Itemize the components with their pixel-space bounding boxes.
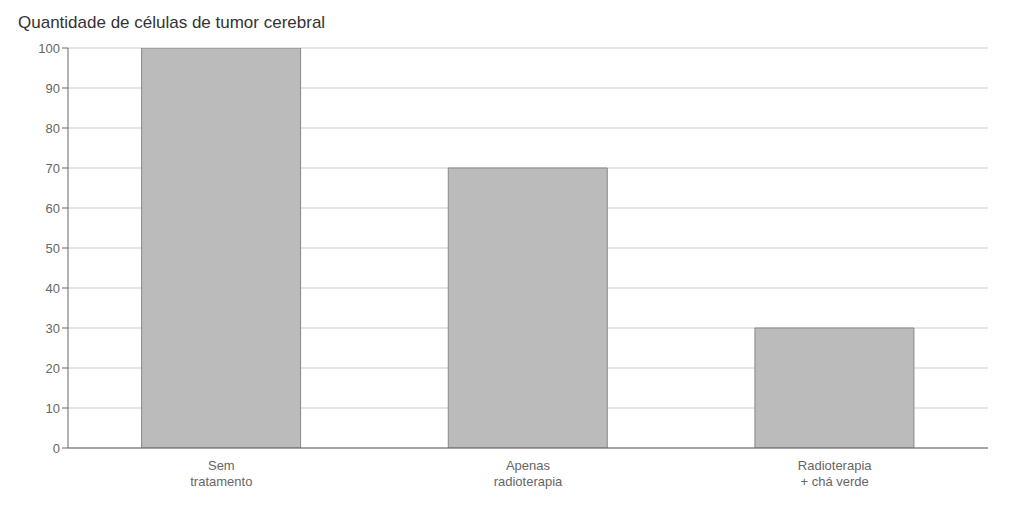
svg-text:30: 30 [46,321,60,336]
svg-text:Apenasradioterapia: Apenasradioterapia [494,458,563,489]
svg-text:60: 60 [46,201,60,216]
svg-text:70: 70 [46,161,60,176]
svg-text:10: 10 [46,401,60,416]
svg-text:0: 0 [53,441,60,456]
html-text:Quantidade de células de tumor: Quantidade de células de tumor cerebral [18,13,326,32]
svg-text:20: 20 [46,361,60,376]
svg-text:Radioterapia+ chá verde: Radioterapia+ chá verde [798,458,872,489]
svg-text:100: 100 [38,41,60,56]
svg-text:80: 80 [46,121,60,136]
svg-text:Semtratamento: Semtratamento [190,458,252,489]
svg-text:50: 50 [46,241,60,256]
svg-text:90: 90 [46,81,60,96]
svg-text:40: 40 [46,281,60,296]
